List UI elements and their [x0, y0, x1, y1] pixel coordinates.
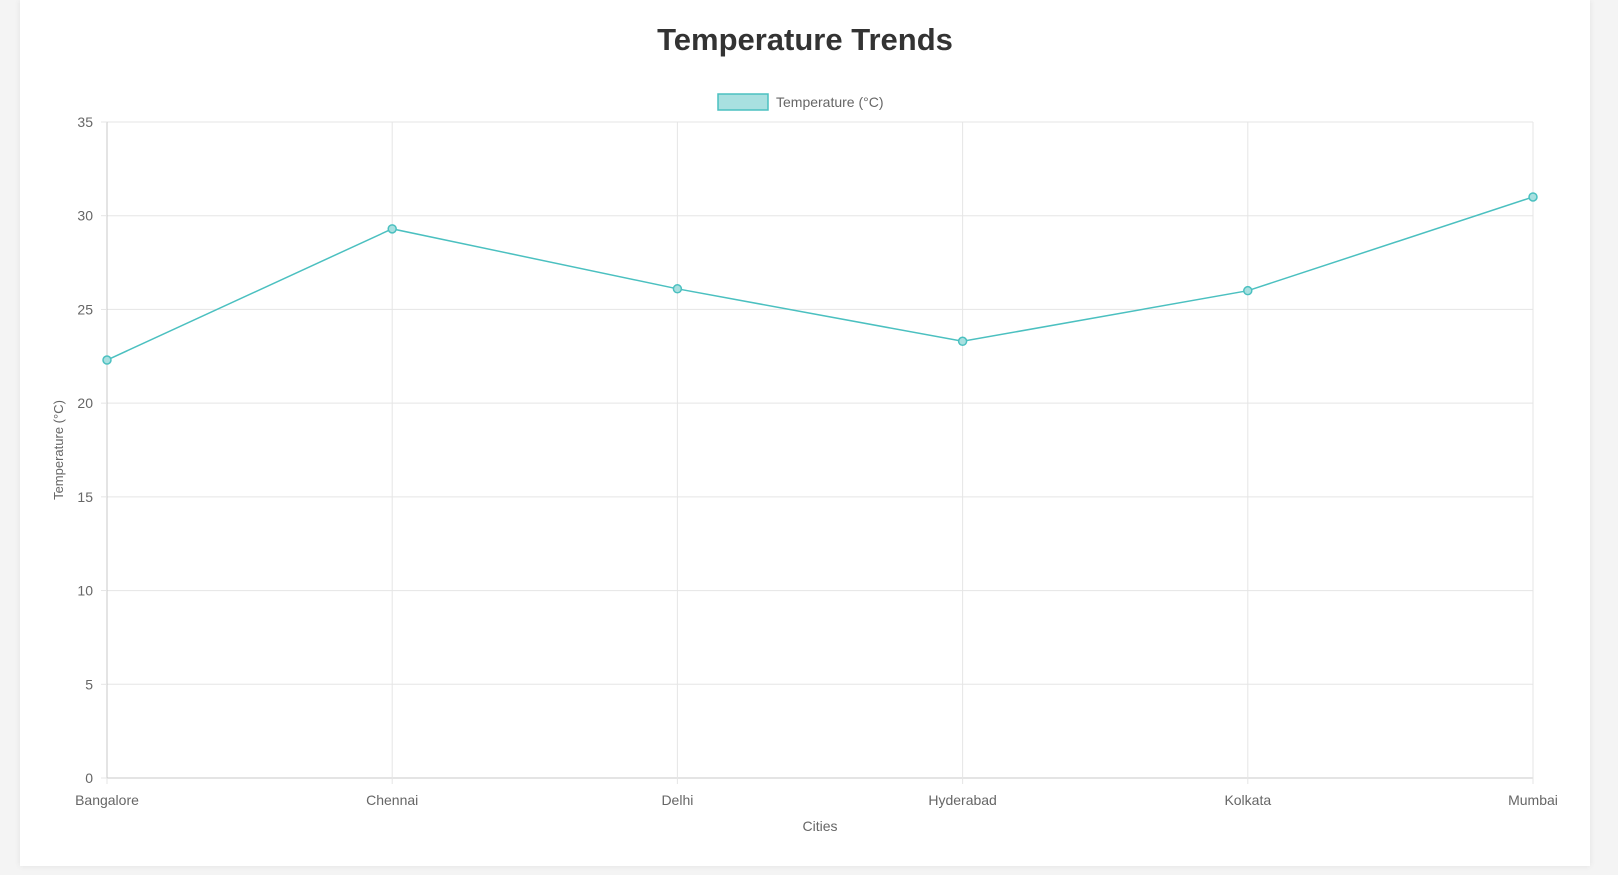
chart-card: Temperature Trends	[20, 0, 1590, 866]
y-tick-label: 20	[77, 395, 93, 411]
y-tick-label: 35	[77, 114, 93, 130]
y-tick-label: 5	[85, 676, 93, 692]
x-tick-label: Hyderabad	[928, 792, 997, 808]
x-tick-label: Bangalore	[75, 792, 139, 808]
grid-lines	[106, 121, 1534, 779]
x-tick-label: Delhi	[661, 792, 693, 808]
x-tick-label: Kolkata	[1224, 792, 1271, 808]
legend-label: Temperature (°C)	[776, 94, 884, 110]
data-point-bangalore[interactable]	[102, 355, 112, 365]
y-tick-label: 30	[77, 208, 93, 224]
x-tick-label: Mumbai	[1508, 792, 1558, 808]
y-tick-label: 10	[77, 583, 93, 599]
x-axis-title: Cities	[802, 818, 837, 834]
legend-swatch	[717, 93, 769, 111]
y-tick-label: 15	[77, 489, 93, 505]
data-point-delhi[interactable]	[672, 284, 683, 294]
data-point-hyderabad[interactable]	[957, 336, 968, 347]
data-point-mumbai[interactable]	[1528, 192, 1538, 202]
data-point-chennai[interactable]	[387, 224, 397, 234]
series-layer	[102, 192, 1538, 365]
y-tick-label: 25	[77, 301, 93, 317]
axes: 0 5 10 15 20 25 30 35 Bangalore Chennai Delhi Hyder…	[75, 114, 1558, 808]
x-tick-label: Chennai	[366, 792, 418, 808]
data-point-kolkata[interactable]	[1243, 285, 1253, 296]
y-tick-label: 0	[85, 770, 93, 786]
series-line	[106, 196, 1534, 361]
chart-title: Temperature Trends	[657, 22, 953, 57]
legend[interactable]: Temperature (°C)	[717, 93, 884, 111]
y-axis-title: Temperature (°C)	[51, 400, 66, 500]
